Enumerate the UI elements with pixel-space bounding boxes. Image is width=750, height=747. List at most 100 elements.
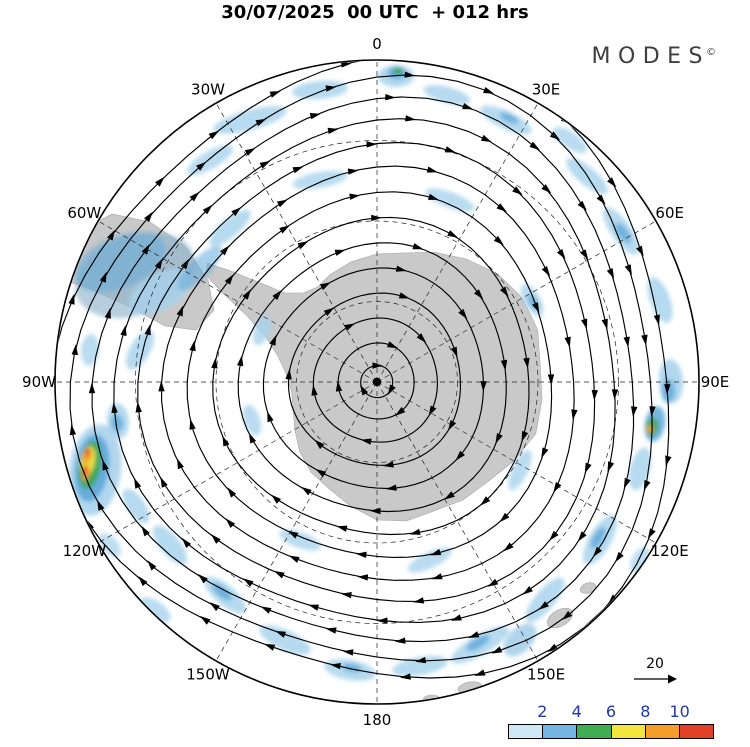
streamline: [337, 342, 415, 420]
flow-arrow-icon: [462, 103, 474, 110]
flow-arrow-icon: [522, 586, 533, 595]
flow-arrow-icon: [394, 637, 406, 644]
flow-arrow-icon: [415, 656, 427, 664]
flow-arrow-icon: [370, 507, 381, 515]
streamline: [287, 292, 461, 466]
flow-arrow-icon: [493, 235, 504, 246]
flow-arrow-icon: [320, 282, 331, 291]
legend-color-segment: [610, 725, 645, 738]
flow-arrow-icon: [288, 555, 300, 563]
flow-arrow-icon: [413, 597, 425, 604]
flow-arrow-icon: [231, 207, 242, 217]
flow-arrow-icon: [450, 614, 462, 621]
flow-arrow-icon: [314, 439, 325, 450]
flow-arrow-icon: [347, 168, 359, 175]
flow-arrow-icon: [327, 127, 339, 134]
flow-arrow-icon: [631, 406, 638, 418]
flow-arrow-icon: [259, 160, 271, 169]
flow-arrow-icon: [521, 430, 529, 442]
longitude-label: 60W: [67, 204, 101, 222]
flow-arrow-icon: [267, 411, 274, 423]
flow-arrow-icon: [144, 211, 153, 223]
flow-arrow-icon: [529, 141, 540, 151]
flow-arrow-icon: [344, 323, 356, 331]
streamline-arrows: [56, 52, 672, 680]
flow-arrow-icon: [665, 455, 672, 467]
flow-arrow-icon: [301, 486, 312, 496]
flow-arrow-icon: [325, 627, 337, 634]
flow-arrow-icon: [325, 85, 337, 92]
flow-arrow-icon: [147, 560, 157, 571]
reference-vector-label: 20: [646, 656, 664, 672]
flow-arrow-icon: [549, 131, 561, 141]
flow-arrow-icon: [624, 264, 632, 276]
flow-arrow-icon: [225, 518, 236, 528]
flow-arrow-icon: [104, 307, 111, 319]
flow-arrow-icon: [496, 70, 507, 78]
flow-arrow-icon: [606, 268, 615, 279]
flow-arrow-icon: [395, 265, 407, 272]
reference-arrow-icon: [634, 674, 677, 684]
streamline: [137, 141, 596, 602]
flow-arrow-icon: [323, 307, 335, 316]
flow-arrow-icon: [419, 52, 430, 58]
flow-arrow-icon: [158, 380, 165, 392]
flow-arrow-icon: [653, 314, 660, 326]
flow-arrow-icon: [607, 177, 617, 188]
flow-arrow-icon: [141, 244, 150, 255]
flow-arrow-icon: [189, 419, 196, 430]
flow-arrow-icon: [181, 537, 192, 548]
flow-arrow-icon: [643, 479, 651, 491]
flow-arrow-icon: [430, 548, 442, 556]
flow-arrow-icon: [202, 204, 213, 215]
map-boundary: [54, 59, 700, 705]
flow-arrow-icon: [431, 573, 443, 580]
longitude-label: 30E: [532, 80, 561, 98]
longitude-label: 90W: [22, 373, 56, 391]
flow-arrow-icon: [404, 71, 416, 78]
flow-arrow-icon: [360, 384, 369, 396]
flow-arrow-icon: [138, 576, 148, 587]
flow-arrow-icon: [611, 389, 619, 400]
flow-arrow-icon: [135, 401, 142, 413]
flow-arrow-icon: [541, 266, 551, 277]
flow-arrow-icon: [309, 113, 321, 120]
flow-arrow-icon: [189, 340, 196, 352]
land-island: [579, 582, 597, 594]
flow-arrow-icon: [355, 551, 367, 558]
flow-arrow-icon: [180, 258, 190, 270]
flow-arrow-icon: [292, 166, 304, 174]
spread-shading: [68, 65, 684, 681]
streamline: [56, 61, 670, 679]
flow-arrow-icon: [224, 274, 234, 285]
flow-arrow-icon: [398, 292, 410, 299]
pole-marker: [372, 377, 382, 387]
flow-arrow-icon: [144, 324, 151, 336]
flow-arrow-icon: [549, 530, 559, 541]
flow-arrow-icon: [608, 594, 618, 605]
longitude-labels: 0 30E 60E 90E 120E 150E 180 150W 120W 90W 60W 30W: [22, 35, 729, 729]
flow-arrow-icon: [220, 245, 230, 256]
flow-arrow-icon: [275, 630, 286, 638]
flow-arrow-icon: [593, 546, 602, 557]
flow-arrow-icon: [480, 134, 492, 143]
flow-arrow-icon: [208, 130, 220, 140]
flow-arrow-icon: [196, 161, 207, 171]
flow-arrow-icon: [386, 341, 398, 349]
color-scale-legend: 2 4 6 8 10: [508, 702, 714, 739]
flow-arrow-icon: [395, 407, 406, 416]
flow-arrow-icon: [562, 610, 573, 620]
flow-arrow-icon: [222, 435, 230, 447]
flow-arrow-icon: [200, 616, 211, 625]
flow-arrow-icon: [357, 574, 369, 581]
flow-arrow-icon: [269, 334, 277, 346]
flow-arrow-icon: [102, 459, 109, 471]
longitude-label: 60E: [655, 204, 684, 222]
flow-arrow-icon: [271, 494, 281, 504]
flow-arrow-icon: [308, 604, 319, 611]
flow-arrow-icon: [69, 424, 77, 436]
legend-tick: 4: [571, 702, 582, 721]
flow-arrow-icon: [349, 193, 361, 200]
flow-arrow-icon: [255, 118, 267, 127]
